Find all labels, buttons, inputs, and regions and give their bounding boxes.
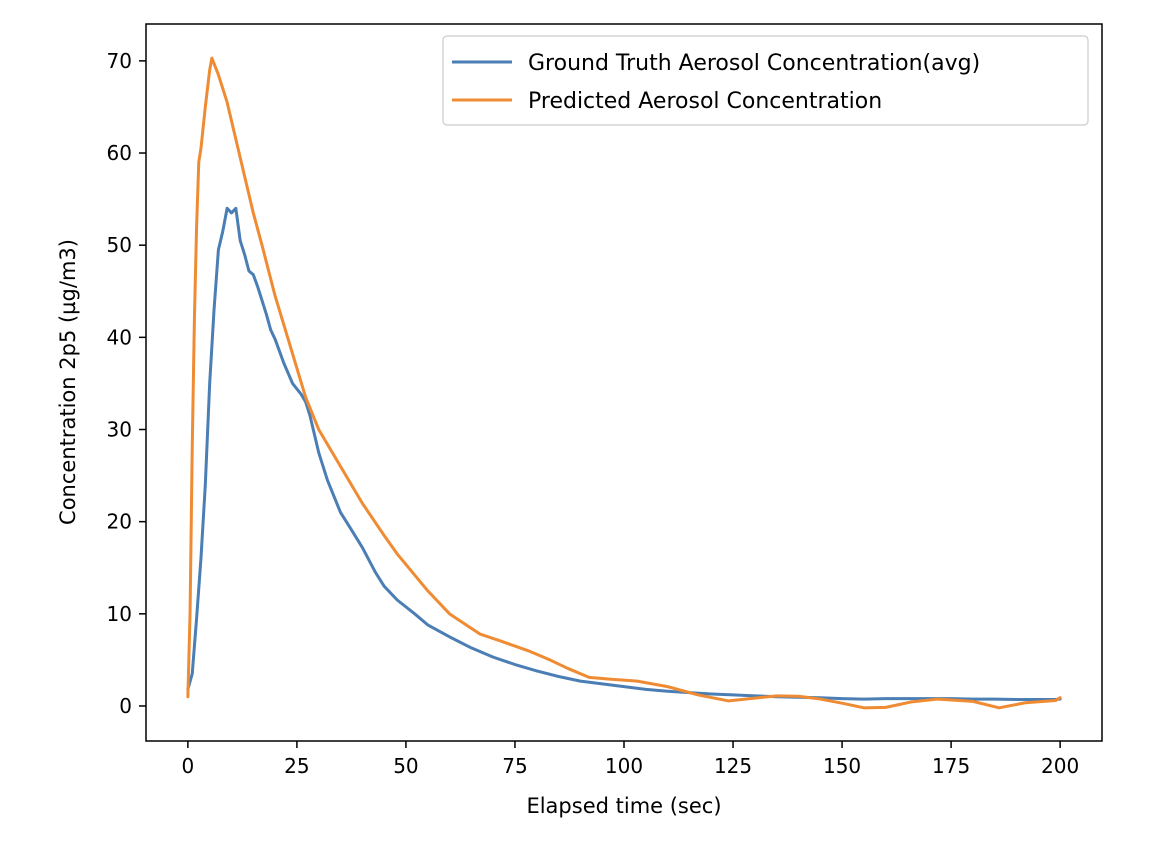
- legend-label-ground-truth: Ground Truth Aerosol Concentration(avg): [528, 51, 980, 76]
- y-tick-label: 30: [107, 418, 132, 442]
- x-axis-label: Elapsed time (sec): [526, 794, 721, 818]
- x-tick-label: 100: [605, 754, 643, 778]
- y-tick-label: 40: [107, 325, 132, 349]
- x-tick-label: 75: [502, 754, 527, 778]
- series-line-predicted: [186, 56, 1062, 710]
- legend: Ground Truth Aerosol Concentration(avg) …: [442, 35, 1089, 126]
- x-tick-label: 0: [182, 754, 195, 778]
- series-line-ground-truth: [186, 206, 1062, 702]
- x-tick-label: 50: [393, 754, 418, 778]
- y-axis-label: Concentration 2p5 (µg/m3): [56, 239, 80, 525]
- y-tick-label: 20: [107, 510, 132, 534]
- y-tick-label: 10: [107, 602, 132, 626]
- legend-label-predicted: Predicted Aerosol Concentration: [528, 89, 882, 114]
- x-axis: 0 25 50 75 100 125 150 175 200: [182, 741, 1079, 778]
- y-tick-label: 0: [119, 694, 132, 718]
- x-tick-label: 200: [1041, 754, 1079, 778]
- x-tick-label: 150: [823, 754, 861, 778]
- series-layer: [186, 56, 1062, 710]
- y-tick-label: 70: [107, 49, 132, 73]
- y-tick-label: 50: [107, 233, 132, 257]
- y-axis: 0 10 20 30 40 50 60 70: [107, 49, 146, 718]
- x-tick-label: 25: [284, 754, 309, 778]
- y-tick-label: 60: [107, 141, 132, 165]
- x-tick-label: 125: [714, 754, 752, 778]
- x-tick-label: 175: [932, 754, 970, 778]
- legend-box: [442, 35, 1089, 126]
